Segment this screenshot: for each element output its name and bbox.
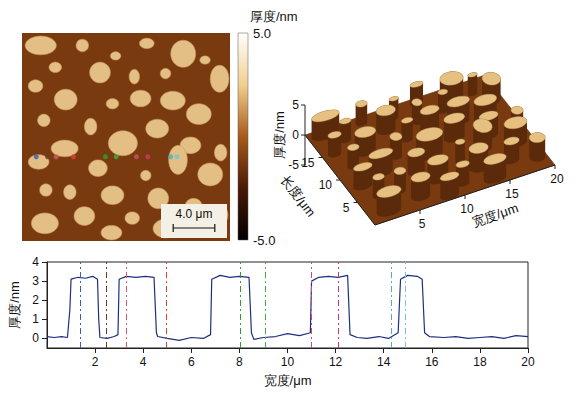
svg-text:8: 8 (236, 355, 243, 369)
svg-text:16: 16 (425, 355, 439, 369)
svg-text:14: 14 (377, 355, 391, 369)
svg-text:2: 2 (92, 355, 99, 369)
svg-text:6: 6 (188, 355, 195, 369)
svg-text:厚度/nm: 厚度/nm (7, 281, 22, 329)
svg-text:10: 10 (460, 202, 474, 216)
svg-text:厚度/nm: 厚度/nm (250, 9, 298, 24)
svg-text:5: 5 (343, 201, 350, 215)
svg-text:1: 1 (32, 312, 39, 326)
svg-text:3: 3 (32, 274, 39, 288)
svg-text:0: 0 (32, 331, 39, 345)
svg-text:12: 12 (329, 355, 343, 369)
svg-text:4.0 μm: 4.0 μm (176, 207, 213, 221)
svg-text:15: 15 (301, 156, 315, 170)
svg-text:宽度/μm: 宽度/μm (470, 200, 520, 229)
svg-text:15: 15 (505, 187, 519, 201)
svg-text:5.0: 5.0 (253, 26, 271, 41)
svg-text:20: 20 (521, 355, 535, 369)
svg-text:5: 5 (419, 217, 426, 231)
svg-text:2: 2 (32, 293, 39, 307)
svg-text:长度/μm: 长度/μm (277, 172, 318, 219)
svg-text:5: 5 (292, 98, 299, 112)
svg-text:-5: -5 (288, 158, 299, 172)
svg-text:厚度/nm: 厚度/nm (272, 111, 287, 159)
svg-text:20: 20 (550, 172, 564, 186)
svg-text:4: 4 (140, 355, 147, 369)
svg-text:4: 4 (32, 255, 39, 269)
svg-text:18: 18 (473, 355, 487, 369)
svg-text:10: 10 (281, 355, 295, 369)
svg-text:0: 0 (292, 128, 299, 142)
svg-text:-5.0: -5.0 (253, 233, 275, 248)
svg-text:10: 10 (319, 178, 333, 192)
svg-text:宽度/μm: 宽度/μm (264, 373, 312, 388)
